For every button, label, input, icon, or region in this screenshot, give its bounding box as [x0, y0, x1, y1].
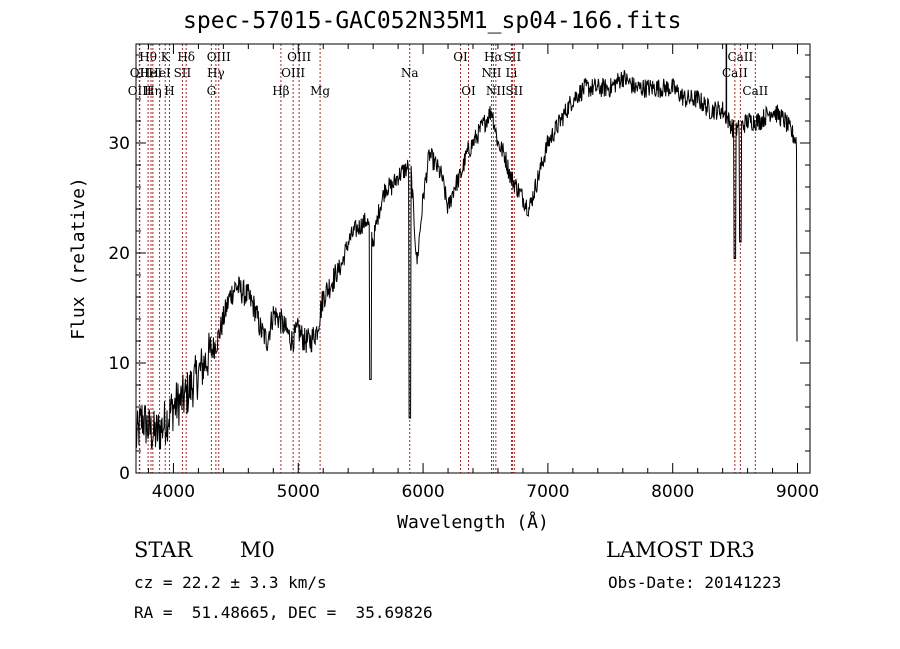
object-subclass: M0: [240, 538, 275, 562]
chart-title: spec-57015-GAC052N35M1_sp04-166.fits: [183, 8, 682, 34]
reference-line-label: Hα: [484, 50, 503, 64]
y-tick-label: 30: [108, 134, 130, 154]
reference-line-label: CaII: [742, 84, 768, 98]
reference-line-label: Na: [401, 66, 419, 80]
x-tick-label: 4000: [152, 482, 195, 502]
reference-line-label: G: [207, 84, 217, 98]
reference-line-label: Li: [506, 66, 518, 80]
reference-line-label: OIII: [281, 66, 305, 80]
reference-line-label: OIII: [128, 84, 152, 98]
observation-date: Obs-Date: 20141223: [608, 573, 782, 592]
reference-line-label: K: [161, 50, 171, 64]
x-tick-label: 5000: [277, 482, 320, 502]
reference-line-label: CaII: [727, 50, 753, 64]
reference-line-label: SII: [505, 84, 523, 98]
reference-line-label: SII: [504, 50, 522, 64]
reference-line-label: NII: [486, 84, 506, 98]
reference-line-label: OI: [461, 84, 476, 98]
y-tick-label: 10: [108, 354, 130, 374]
y-axis-label: Flux (relative): [68, 177, 89, 340]
reference-line-label: SII: [174, 66, 192, 80]
redshift-velocity: cz = 22.2 ± 3.3 km/s: [134, 573, 327, 592]
x-tick-label: 6000: [401, 482, 444, 502]
reference-line-label: HeI: [140, 66, 163, 80]
reference-line-label: Hγ: [207, 66, 225, 80]
reference-line-label: Hβ: [272, 84, 289, 98]
x-tick-label: 9000: [776, 482, 819, 502]
reference-line-label: Hη: [144, 84, 162, 98]
survey-name: LAMOST DR3: [606, 538, 755, 562]
reference-line-label: OIII: [207, 50, 231, 64]
x-axis-label: Wavelength (Å): [397, 511, 549, 533]
reference-line-label: Mg: [310, 84, 330, 98]
x-tick-label: 8000: [651, 482, 694, 502]
object-class: STAR: [134, 538, 193, 562]
reference-line-label: CaII: [722, 66, 748, 80]
x-tick-label: 7000: [526, 482, 569, 502]
reference-line-label: Hδ: [177, 50, 195, 64]
y-tick-label: 0: [119, 464, 130, 484]
sky-coordinates: RA = 51.48665, DEC = 35.69826: [134, 603, 433, 622]
reference-line-label: H: [164, 84, 174, 98]
y-tick-label: 20: [108, 244, 130, 264]
reference-line-label: HeI: [148, 66, 171, 80]
reference-line-label: NII: [481, 66, 501, 80]
reference-line-label: OIII: [287, 50, 311, 64]
spectrum-line: [135, 69, 798, 450]
reference-line-label: Hθ: [139, 50, 157, 64]
reference-line-label: OI: [453, 50, 468, 64]
